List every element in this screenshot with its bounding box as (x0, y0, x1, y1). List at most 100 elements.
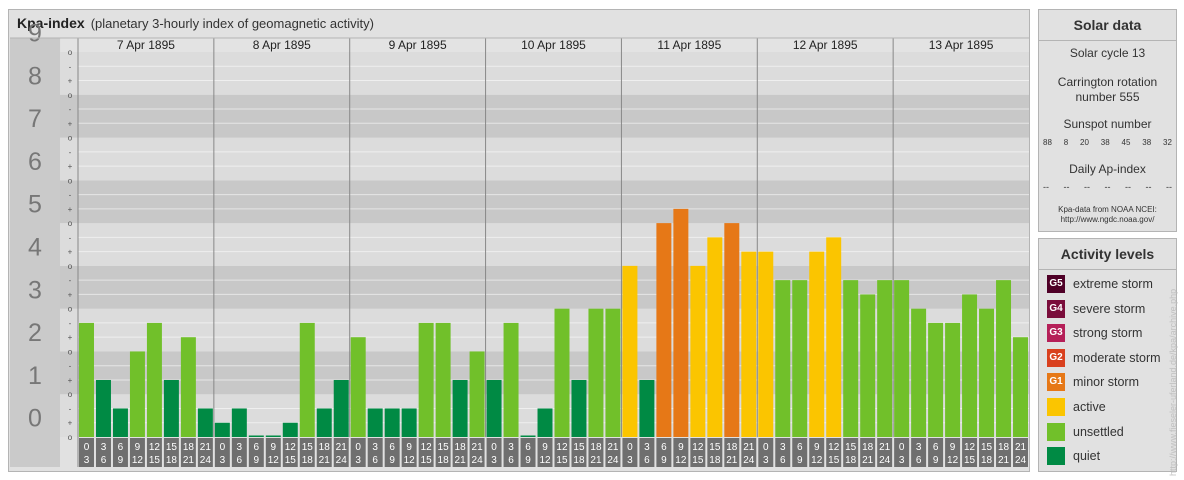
interval-end-label: 24 (607, 455, 619, 466)
interval-box (503, 438, 519, 467)
chart-title: Kpa-index (planetary 3-hourly index of ge… (17, 15, 374, 31)
interval-end-label: 21 (319, 455, 331, 466)
interval-start-label: 9 (542, 442, 548, 453)
kp-bar (129, 351, 145, 437)
minor-tick-label: - (69, 404, 72, 413)
sunspot-value: 88 (1043, 138, 1052, 147)
interval-box (775, 438, 791, 467)
interval-start-label: 12 (828, 442, 840, 453)
interval-box (231, 438, 247, 467)
interval-start-label: 0 (355, 442, 361, 453)
interval-end-label: 12 (811, 455, 823, 466)
minor-tick-label: o (68, 305, 73, 314)
background-band (10, 137, 1029, 181)
kp-bar (877, 280, 893, 437)
ap-value: -- (1104, 182, 1111, 192)
kp-bar (792, 280, 808, 437)
legend-label: extreme storm (1073, 277, 1153, 291)
interval-end-label: 3 (899, 455, 905, 466)
ap-value: -- (1084, 182, 1090, 192)
kp-bar (588, 308, 604, 437)
interval-box (911, 438, 927, 467)
legend-item-g1: G1 minor storm (1047, 372, 1139, 392)
y-tick-label: 9 (28, 20, 42, 48)
interval-box (537, 438, 553, 467)
legend-label: unsettled (1073, 424, 1124, 439)
kp-bar (469, 351, 485, 437)
solar-cycle: Solar cycle 13 (1069, 46, 1146, 60)
minor-tick-label: o (68, 433, 73, 442)
interval-end-label: 24 (743, 455, 755, 466)
ap-value: -- (1166, 182, 1172, 192)
interval-end-label: 12 (132, 455, 144, 466)
interval-box (435, 438, 451, 467)
interval-box (962, 438, 978, 467)
legend-item-unsettled: unsettled (1047, 422, 1124, 442)
interval-box (418, 438, 434, 467)
y-tick-label: 0 (28, 405, 42, 433)
minor-tick-label: + (68, 119, 73, 128)
minor-tick-label: o (68, 347, 73, 356)
interval-start-label: 18 (726, 442, 738, 453)
ap-value: -- (1063, 182, 1070, 192)
kp-bar (656, 223, 672, 437)
minor-tick-label: + (68, 290, 73, 299)
interval-end-label: 12 (539, 455, 551, 466)
minor-tick-label: + (68, 205, 73, 214)
kp-bar (146, 322, 162, 437)
kp-bar (945, 322, 961, 437)
interval-end-label: 24 (200, 455, 212, 466)
interval-end-label: 12 (675, 455, 687, 466)
background-band (10, 351, 1029, 395)
minor-tick-label: o (68, 91, 73, 100)
interval-start-label: 18 (455, 442, 467, 453)
interval-start-label: 6 (661, 442, 667, 453)
interval-end-label: 3 (84, 455, 90, 466)
interval-box (792, 438, 808, 467)
y-axis-column (10, 38, 60, 437)
sunspot-value: 8 (1063, 138, 1069, 147)
interval-box (180, 438, 196, 467)
interval-box (282, 438, 298, 467)
day-label: 8 Apr 1895 (253, 38, 311, 52)
minor-tick-label: + (68, 419, 73, 428)
minor-tick-label: - (69, 233, 72, 242)
interval-box (299, 438, 315, 467)
background-band (10, 265, 1029, 309)
ap-value: -- (1145, 182, 1152, 192)
interval-start-label: 15 (438, 442, 450, 453)
interval-start-label: 21 (607, 442, 619, 453)
interval-end-label: 21 (183, 455, 195, 466)
legend-item-g4: G4 severe storm (1047, 299, 1145, 319)
interval-end-label: 6 (237, 455, 243, 466)
interval-box (197, 438, 213, 467)
sunspot-value: 45 (1121, 138, 1131, 147)
solar-data-panel: Solar data Solar cycle 13 Carrington rot… (1038, 9, 1177, 232)
legend-item-g3: G3 strong storm (1047, 323, 1142, 343)
kp-bar (95, 379, 111, 437)
interval-box (146, 438, 162, 467)
minor-tick-label: o (68, 219, 73, 228)
kp-bar (826, 237, 842, 437)
interval-start-label: 15 (845, 442, 857, 453)
interval-start-label: 12 (692, 442, 704, 453)
kp-bar (622, 265, 638, 437)
interval-end-label: 6 (101, 455, 107, 466)
y-tick-label: 5 (28, 191, 42, 219)
kp-bar (401, 408, 417, 437)
interval-end-label: 18 (166, 455, 178, 466)
interval-box (622, 438, 638, 467)
interval-box (265, 438, 281, 467)
day-label: 7 Apr 1895 (117, 38, 175, 52)
legend-label: strong storm (1073, 326, 1143, 341)
day-label: 13 Apr 1895 (929, 38, 994, 52)
kp-bar (163, 379, 179, 437)
ap-index-title: Daily Ap-index (1069, 162, 1146, 176)
interval-box (469, 438, 485, 467)
kp-bar (571, 379, 587, 437)
interval-box (554, 438, 570, 467)
interval-end-label: 18 (845, 455, 857, 466)
kp-bar (112, 408, 128, 437)
interval-end-label: 24 (472, 455, 484, 466)
credit-url: http://www.fieseler-uferland.de/kpa/arch… (1168, 288, 1178, 476)
